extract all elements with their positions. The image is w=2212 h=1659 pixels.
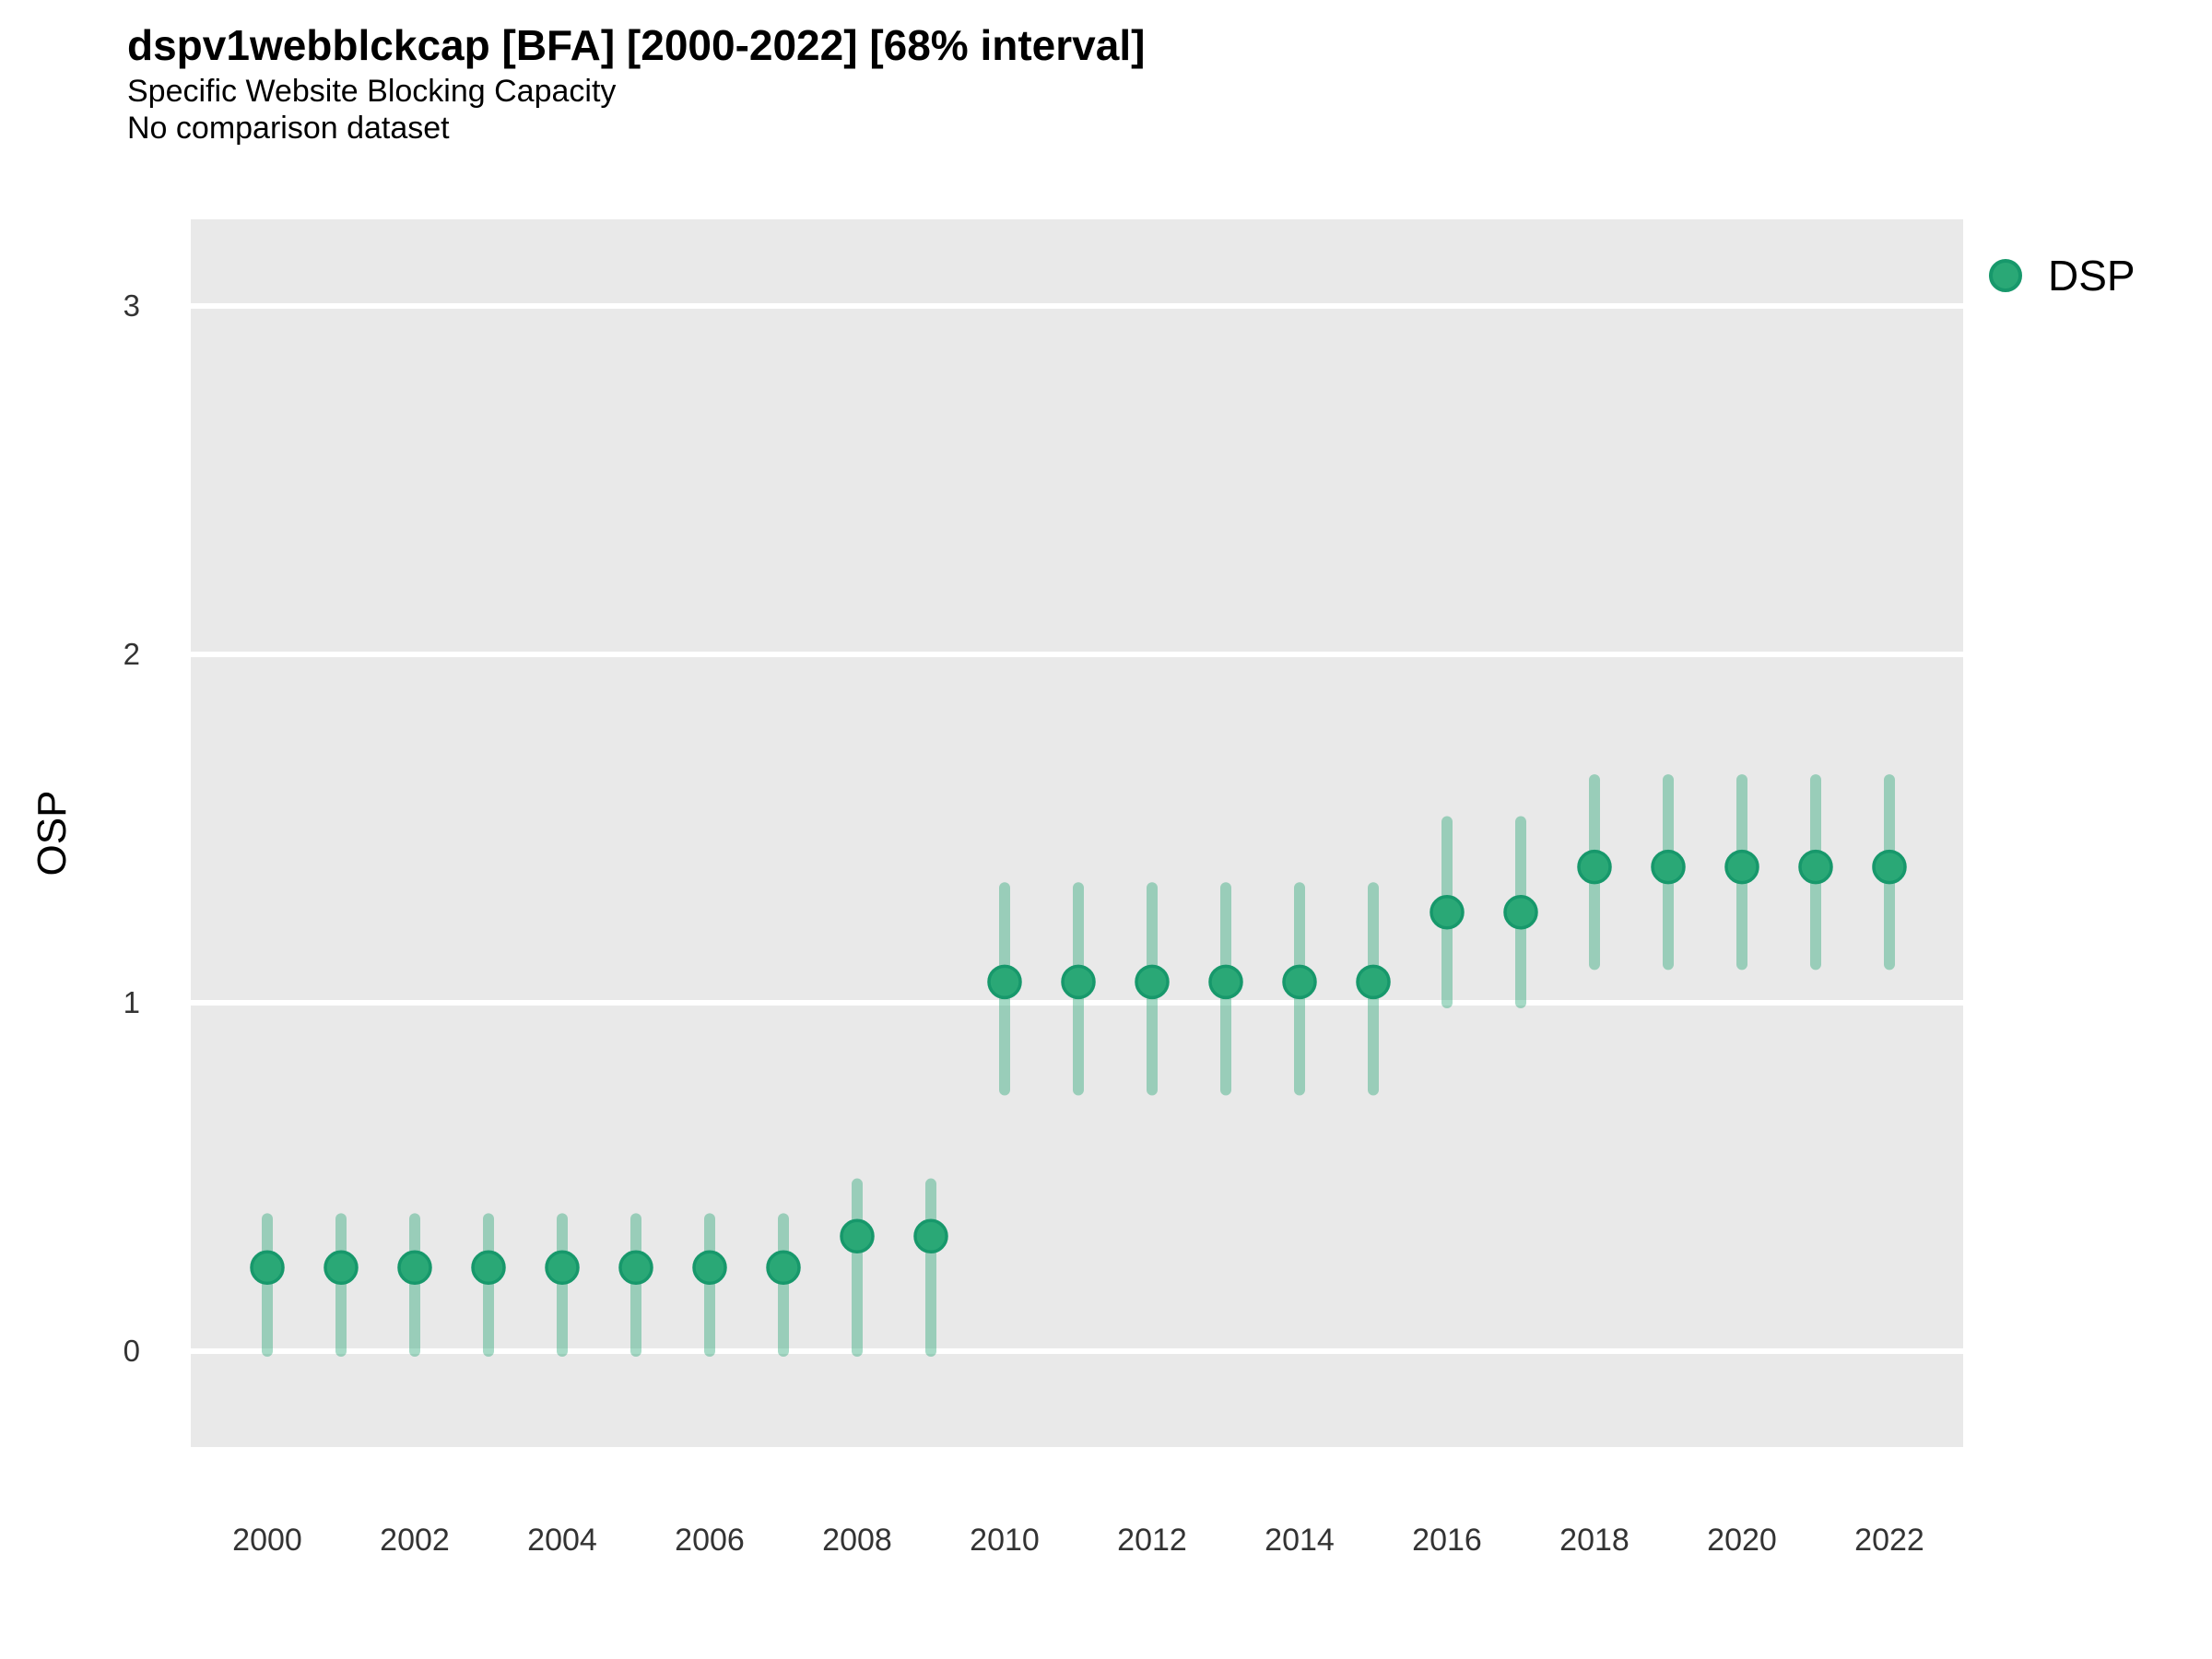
point-DSP-2017 — [1503, 894, 1538, 930]
point-DSP-2014 — [1282, 964, 1317, 1000]
point-DSP-2007 — [766, 1250, 801, 1286]
legend: DSP — [1989, 251, 2136, 300]
chart-subtitle: Specific Website Blocking Capacity — [127, 74, 617, 109]
point-DSP-2004 — [545, 1250, 580, 1286]
point-DSP-2020 — [1724, 849, 1759, 885]
point-DSP-2000 — [250, 1250, 285, 1286]
x-tick-label-2016: 2016 — [1412, 1523, 1482, 1558]
x-tick-label-2004: 2004 — [527, 1523, 597, 1558]
point-DSP-2008 — [840, 1218, 875, 1254]
point-DSP-2002 — [397, 1250, 432, 1286]
plot-panel — [191, 219, 1963, 1447]
x-tick-label-2006: 2006 — [675, 1523, 745, 1558]
point-DSP-2016 — [1430, 894, 1465, 930]
x-tick-label-2000: 2000 — [232, 1523, 302, 1558]
point-DSP-2019 — [1651, 849, 1686, 885]
point-DSP-2005 — [618, 1250, 653, 1286]
point-DSP-2012 — [1135, 964, 1170, 1000]
point-DSP-2021 — [1798, 849, 1833, 885]
legend-label: DSP — [2048, 252, 2136, 300]
point-DSP-2018 — [1577, 849, 1612, 885]
y-tick-label-1: 1 — [123, 985, 140, 1019]
point-DSP-2003 — [471, 1250, 506, 1286]
point-DSP-2010 — [987, 964, 1022, 1000]
chart-title: dspv1webblckcap [BFA] [2000-2022] [68% i… — [127, 21, 1146, 69]
point-DSP-2009 — [913, 1218, 948, 1254]
x-tick-label-2008: 2008 — [822, 1523, 892, 1558]
plot-svg — [191, 303, 1963, 1357]
point-DSP-2011 — [1061, 964, 1096, 1000]
chart-note: No comparison dataset — [127, 111, 450, 146]
y-tick-label-0: 0 — [123, 1334, 140, 1368]
x-tick-label-2022: 2022 — [1854, 1523, 1924, 1558]
y-tick-label-3: 3 — [123, 288, 140, 323]
point-DSP-2013 — [1208, 964, 1243, 1000]
y-tick-label-2: 2 — [123, 637, 140, 671]
y-axis-title: OSP — [29, 790, 75, 877]
point-DSP-2022 — [1872, 849, 1907, 885]
point-DSP-2006 — [692, 1250, 727, 1286]
x-tick-label-2018: 2018 — [1559, 1523, 1630, 1558]
point-DSP-2015 — [1356, 964, 1391, 1000]
legend-point-icon — [1989, 259, 2022, 292]
x-tick-label-2010: 2010 — [970, 1523, 1040, 1558]
x-tick-label-2002: 2002 — [380, 1523, 450, 1558]
x-tick-label-2020: 2020 — [1707, 1523, 1777, 1558]
x-tick-label-2012: 2012 — [1117, 1523, 1187, 1558]
point-DSP-2001 — [324, 1250, 359, 1286]
x-tick-label-2014: 2014 — [1265, 1523, 1335, 1558]
